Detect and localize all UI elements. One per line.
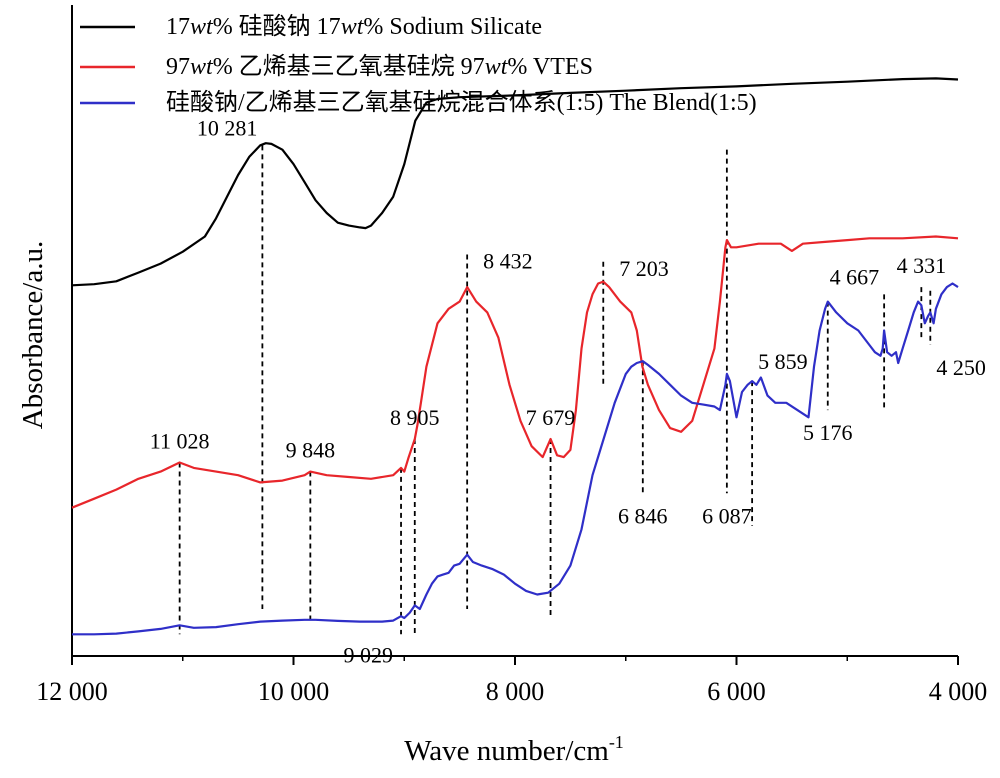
legend-label-1: 97wt% 乙烯基三乙氧基硅烷 97wt% VTES xyxy=(166,53,593,80)
peak-marker-lines xyxy=(178,145,932,635)
peak-label: 4 331 xyxy=(897,253,947,278)
x-tick-label: 6 000 xyxy=(707,677,766,706)
peak-label: 4 667 xyxy=(830,264,880,289)
peak-label: 7 203 xyxy=(619,256,669,281)
peak-label: 5 176 xyxy=(803,420,853,445)
y-axis-title: Absorbance/a.u. xyxy=(17,241,49,429)
peak-label: 9 848 xyxy=(286,438,336,463)
peak-label: 10 281 xyxy=(197,115,258,140)
peak-label: 8 432 xyxy=(483,249,533,274)
series-line-1 xyxy=(71,235,959,509)
legend-label-part: % 硅酸钠 17 xyxy=(213,13,341,40)
legend-label-part: % VTES xyxy=(507,54,593,80)
peak-label: 6 087 xyxy=(702,503,752,528)
peak-label: 4 250 xyxy=(936,355,986,380)
peak-label: 7 679 xyxy=(526,405,576,430)
legend-label-part: wt xyxy=(190,14,214,40)
legend-label-part: wt xyxy=(190,54,214,80)
x-tick-label: 8 000 xyxy=(486,677,545,706)
peak-label: 11 028 xyxy=(150,429,210,454)
peak-label: 8 905 xyxy=(390,405,440,430)
x-tick-label: 12 000 xyxy=(36,677,108,706)
legend-label-part: % 乙烯基三乙氧基硅烷 97 xyxy=(213,53,485,80)
series-line-2 xyxy=(72,282,959,636)
x-axis-ticks: 12 000 10 000 8 000 6 000 4 000 xyxy=(36,656,987,706)
legend-label-part: % Sodium Silicate xyxy=(363,14,542,40)
legend-label-0: 17wt% 硅酸钠 17wt% Sodium Silicate xyxy=(166,13,542,40)
x-tick-label: 4 000 xyxy=(929,677,988,706)
series-lines xyxy=(71,77,959,636)
peak-label: 6 846 xyxy=(618,503,668,528)
peak-label: 9 029 xyxy=(344,642,394,667)
legend-label-part: wt xyxy=(485,54,509,80)
series-line-0 xyxy=(71,77,959,287)
legend-label-part: 17 xyxy=(166,14,190,40)
peak-label: 5 859 xyxy=(758,349,808,374)
legend-label-part: wt xyxy=(341,14,365,40)
x-axis-title: Wave number/cm-1 xyxy=(404,732,624,767)
legend-label-2: 硅酸钠/乙烯基三乙氧基硅烷混合体系(1:5) The Blend(1:5) xyxy=(166,89,757,116)
legend-label-part: 硅酸钠/乙烯基三乙氧基硅烷混合体系(1:5) The Blend(1:5) xyxy=(166,89,757,116)
peak-marker-labels: 10 281 11 028 9 848 9 029 8 905 8 432 7 679 7 2… xyxy=(150,115,986,667)
legend-label-part: 97 xyxy=(166,54,190,80)
x-tick-label: 10 000 xyxy=(258,677,330,706)
